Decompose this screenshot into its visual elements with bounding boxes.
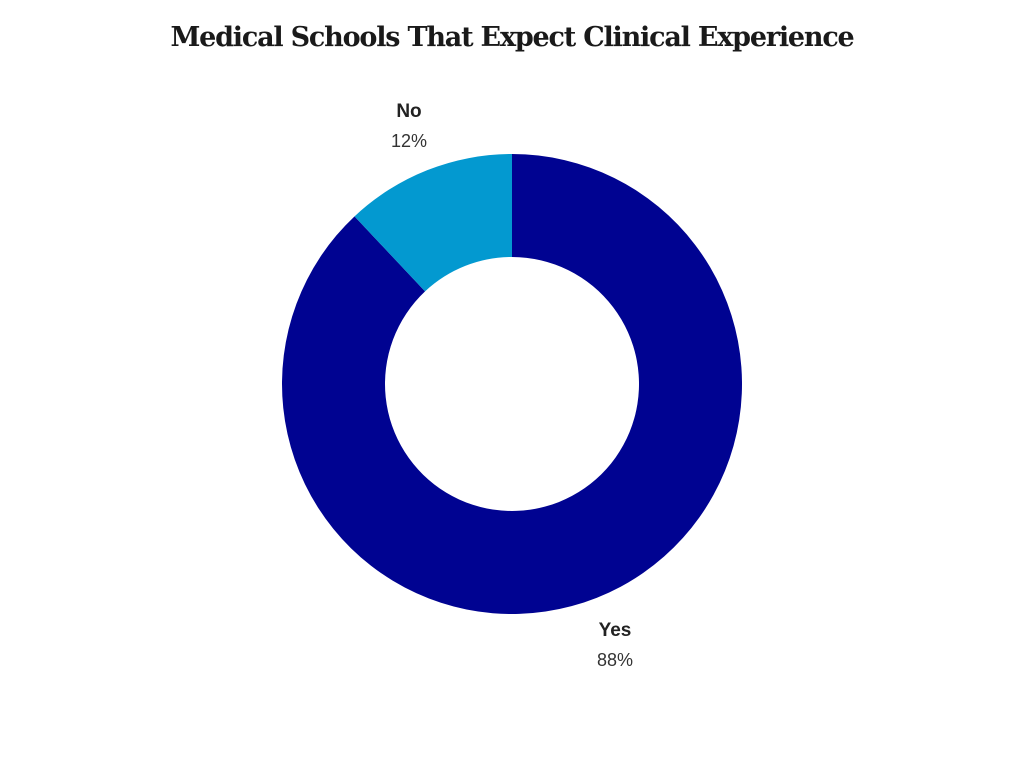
slice-value-yes: 88% bbox=[597, 650, 633, 670]
slice-label-no: No bbox=[396, 101, 421, 122]
slice-label-yes: Yes bbox=[599, 620, 632, 641]
donut-slice-yes bbox=[281, 154, 742, 614]
donut-slice-no bbox=[354, 154, 512, 292]
slice-value-no: 12% bbox=[391, 131, 427, 151]
chart-title: Medical Schools That Expect Clinical Exp… bbox=[170, 22, 854, 53]
